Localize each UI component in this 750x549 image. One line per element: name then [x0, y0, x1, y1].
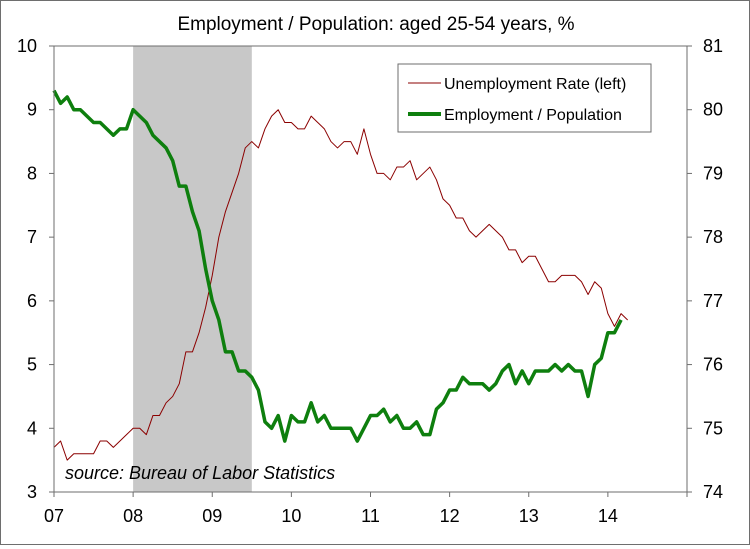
legend-box [397, 63, 652, 133]
recession-band-layer [133, 46, 252, 492]
legend-label-employment: Employment / Population [444, 107, 622, 124]
y-left-tick-label: 4 [27, 418, 37, 438]
y-right-tick-label: 75 [703, 418, 723, 438]
recession-band [133, 46, 252, 492]
y-left-tick-label: 6 [27, 291, 37, 311]
y-left-tick-label: 3 [27, 482, 37, 502]
series-layer [52, 89, 629, 461]
y-right-tick-label: 79 [703, 163, 723, 183]
y-right-tick-label: 81 [703, 36, 723, 56]
series-line-unemployment [53, 109, 629, 461]
y-right-tick-label: 77 [703, 291, 723, 311]
y-left-tick-label: 8 [27, 163, 37, 183]
source-note: source: Bureau of Labor Statistics [65, 463, 335, 483]
series-line-employment [52, 89, 623, 443]
y-left-tick-label: 9 [27, 100, 37, 120]
x-tick-label: 11 [361, 506, 380, 526]
chart-title: Employment / Population: aged 25-54 year… [177, 14, 574, 35]
y-right-tick-label: 80 [703, 100, 723, 120]
x-tick-label: 07 [44, 506, 64, 526]
y-right-tick-label: 74 [703, 482, 723, 502]
legend: Unemployment Rate (left) Employment / Po… [397, 63, 652, 133]
x-tick-label: 09 [202, 506, 222, 526]
x-tick-label: 08 [123, 506, 143, 526]
y-right-tick-label: 76 [703, 355, 723, 375]
x-tick-label: 13 [519, 506, 539, 526]
legend-label-unemployment: Unemployment Rate (left) [444, 76, 626, 93]
y-left-tick-label: 7 [27, 227, 37, 247]
x-tick-label: 12 [440, 506, 460, 526]
y-left-tick-label: 5 [27, 355, 37, 375]
y-right-tick-label: 78 [703, 227, 723, 247]
x-tick-label: 14 [598, 506, 618, 526]
y-left-tick-label: 10 [17, 36, 37, 56]
x-tick-label: 10 [281, 506, 301, 526]
